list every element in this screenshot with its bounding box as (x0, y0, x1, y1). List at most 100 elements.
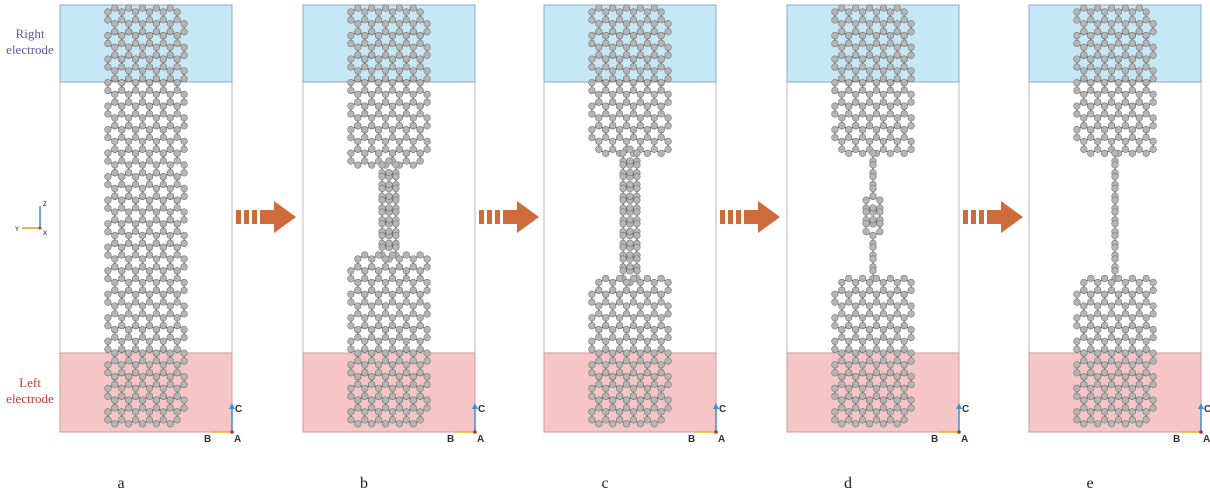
atom (403, 87, 410, 94)
atom (396, 397, 403, 404)
atom (105, 87, 112, 94)
atom (153, 68, 160, 75)
atom (167, 115, 174, 122)
atom (616, 338, 623, 345)
atom (630, 291, 637, 298)
atom (630, 409, 637, 416)
atom (616, 291, 623, 298)
atom (596, 122, 603, 129)
atom (181, 138, 188, 145)
atom (146, 205, 153, 212)
atom (382, 115, 389, 122)
atom (637, 358, 644, 365)
atom (665, 20, 672, 27)
atom (348, 417, 355, 424)
atom (167, 209, 174, 216)
atom (146, 417, 153, 424)
atom (403, 252, 410, 259)
atom (125, 303, 132, 310)
atom (153, 310, 160, 317)
atom (361, 291, 368, 298)
atom (623, 310, 630, 317)
atom (181, 397, 188, 404)
atom (160, 134, 167, 141)
atom (620, 232, 627, 239)
atom (658, 87, 665, 94)
atom (348, 275, 355, 282)
atom (424, 52, 431, 59)
atom (112, 279, 119, 286)
atom (139, 20, 146, 27)
atom (410, 421, 417, 428)
axis-b-label: B (447, 434, 454, 445)
atom (382, 5, 389, 12)
atom (105, 362, 112, 369)
atom (146, 267, 153, 274)
atom (665, 303, 672, 310)
atom (139, 146, 146, 153)
atom (589, 64, 596, 71)
atom (112, 52, 119, 59)
atom (616, 111, 623, 118)
atom (375, 64, 382, 71)
atom (167, 358, 174, 365)
atom (403, 79, 410, 86)
atom (393, 220, 400, 227)
atom (146, 314, 153, 321)
atom (382, 75, 389, 82)
atom (417, 409, 424, 416)
atom (637, 303, 644, 310)
atom (174, 299, 181, 306)
atom (393, 197, 400, 204)
atom (644, 79, 651, 86)
atom (181, 405, 188, 412)
atom (616, 314, 623, 321)
atom (105, 56, 112, 63)
atom (637, 20, 644, 27)
atom (637, 68, 644, 75)
atom (368, 68, 375, 75)
atom (174, 362, 181, 369)
atom (644, 56, 651, 63)
atom (125, 162, 132, 169)
atom (596, 279, 603, 286)
atom (620, 173, 627, 180)
atom (153, 162, 160, 169)
atom (355, 115, 362, 122)
atom (125, 263, 132, 270)
atom (105, 393, 112, 400)
atom (589, 103, 596, 110)
atom (403, 322, 410, 329)
atom (139, 373, 146, 380)
atom (160, 181, 167, 188)
atom (616, 87, 623, 94)
atom (616, 275, 623, 282)
atom (146, 150, 153, 157)
atom (112, 310, 119, 317)
atom (596, 421, 603, 428)
atom (396, 68, 403, 75)
atom (160, 197, 167, 204)
atom (596, 358, 603, 365)
atom (181, 123, 188, 130)
atom (658, 79, 665, 86)
atom (181, 303, 188, 310)
atom (355, 146, 362, 153)
atom (389, 322, 396, 329)
atom (389, 134, 396, 141)
atom (348, 134, 355, 141)
atom (417, 103, 424, 110)
atom (616, 409, 623, 416)
atom (589, 409, 596, 416)
atom (348, 291, 355, 298)
atom (132, 252, 139, 259)
atom (609, 99, 616, 106)
atom (424, 287, 431, 294)
atom (589, 370, 596, 377)
atom (410, 397, 417, 404)
atom (644, 393, 651, 400)
atom (396, 122, 403, 129)
atom (160, 338, 167, 345)
atom (139, 5, 146, 12)
atom (160, 275, 167, 282)
